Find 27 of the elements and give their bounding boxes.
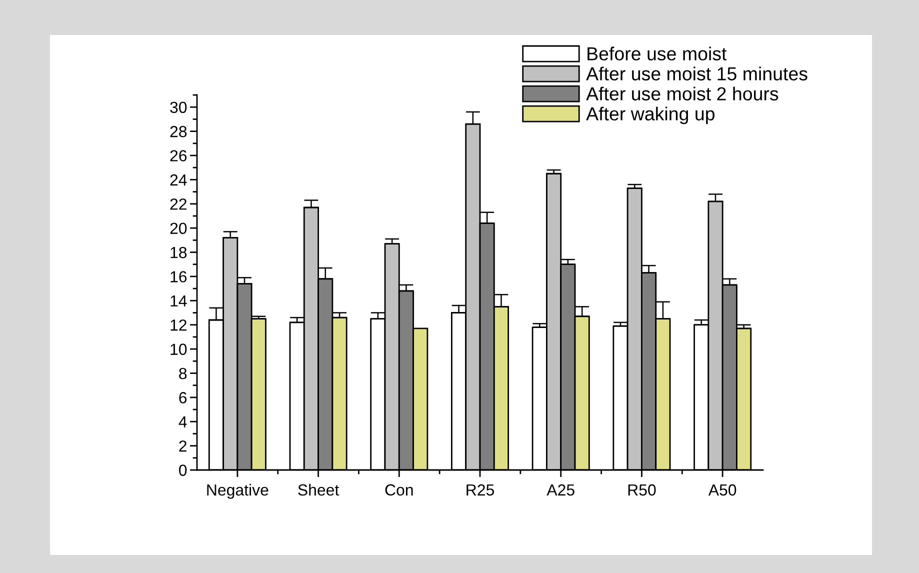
x-tick-label: Sheet bbox=[298, 484, 340, 496]
y-tick-label: 28 bbox=[170, 126, 187, 138]
legend-label: Before use moist bbox=[588, 46, 727, 60]
y-tick-label: 24 bbox=[170, 174, 187, 186]
y-tick-label: 0 bbox=[179, 464, 187, 476]
legend-label: After use moist 2 hours bbox=[586, 86, 778, 100]
y-tick-label: 30 bbox=[170, 102, 187, 114]
y-tick-label: 16 bbox=[170, 271, 187, 282]
x-tick-label: A25 bbox=[546, 484, 574, 496]
y-tick-label: 4 bbox=[178, 416, 187, 428]
x-tick-label: A50 bbox=[708, 484, 736, 496]
legend-label: After use moist 15 minutes bbox=[586, 66, 808, 80]
y-tick-label: 18 bbox=[170, 246, 187, 258]
x-tick-label: Con bbox=[385, 484, 413, 496]
y-tick-label: 2 bbox=[179, 440, 186, 452]
y-tick-label: 14 bbox=[170, 295, 187, 306]
y-tick-label: 12 bbox=[170, 319, 186, 331]
x-tick-label: R25 bbox=[466, 484, 494, 496]
y-tick-label: 10 bbox=[170, 344, 187, 355]
y-tick-label: 22 bbox=[170, 198, 186, 210]
legend-label: After waking up bbox=[586, 106, 714, 124]
y-tick-label: 6 bbox=[179, 392, 187, 404]
x-tick-label: Negative bbox=[207, 484, 268, 499]
y-tick-label: 20 bbox=[170, 222, 187, 234]
y-tick-label: 8 bbox=[179, 368, 187, 380]
x-tick-label: R50 bbox=[628, 484, 656, 496]
y-tick-label: 26 bbox=[170, 150, 187, 162]
